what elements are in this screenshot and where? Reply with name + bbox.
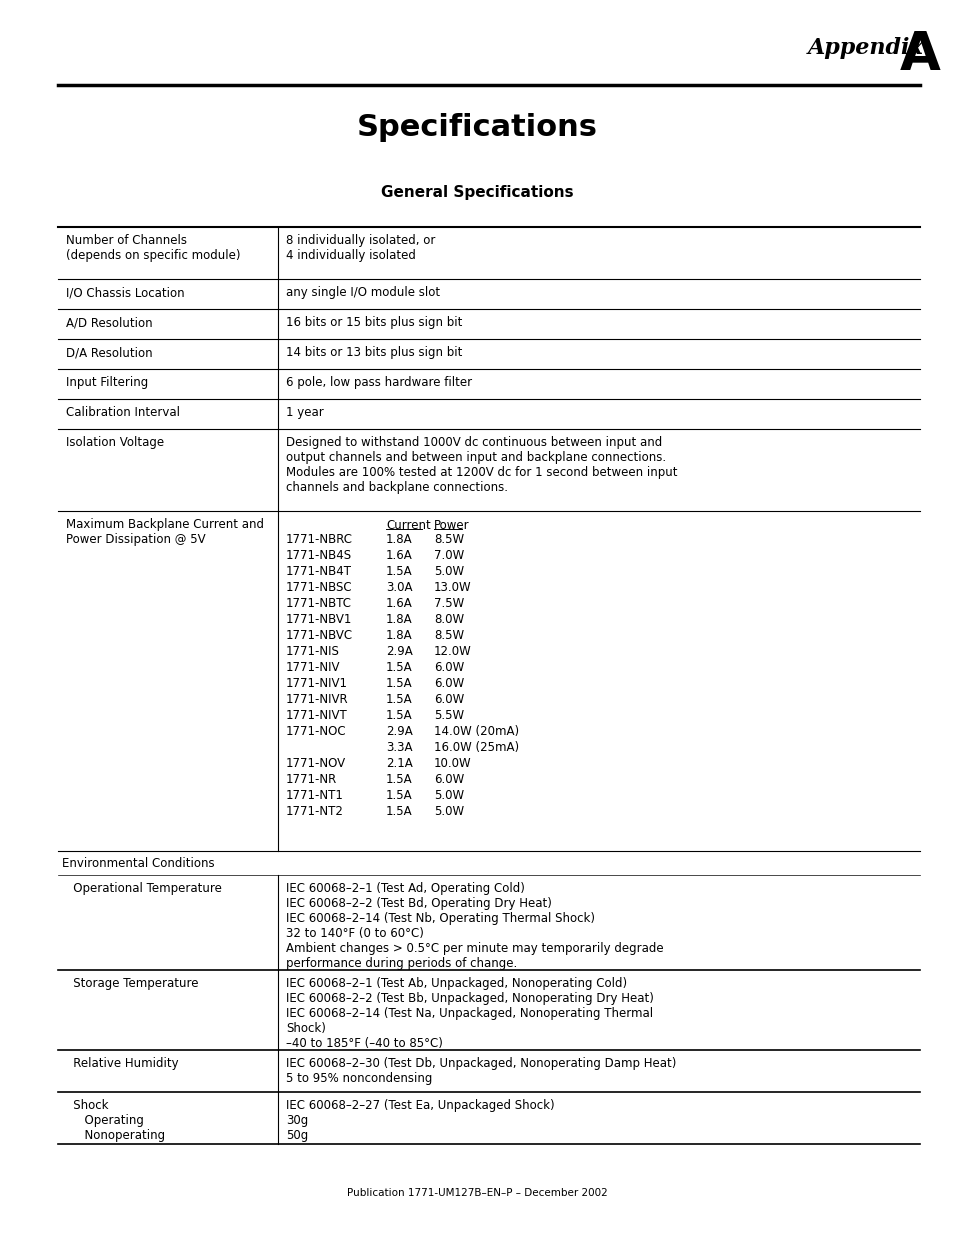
Text: Shock
      Operating
      Nonoperating: Shock Operating Nonoperating bbox=[62, 1099, 165, 1142]
Text: IEC 60068–2–27 (Test Ea, Unpackaged Shock)
30g
50g: IEC 60068–2–27 (Test Ea, Unpackaged Shoc… bbox=[286, 1099, 554, 1142]
Text: 1771-NBRC: 1771-NBRC bbox=[286, 534, 353, 546]
Text: 6.0W: 6.0W bbox=[434, 677, 464, 690]
Text: 5.0W: 5.0W bbox=[434, 564, 464, 578]
Text: 1.5A: 1.5A bbox=[386, 661, 413, 674]
Text: Current: Current bbox=[386, 519, 431, 532]
Text: 1771-NIVT: 1771-NIVT bbox=[286, 709, 348, 722]
Text: 2.9A: 2.9A bbox=[386, 645, 413, 658]
Text: 1771-NT1: 1771-NT1 bbox=[286, 789, 343, 802]
Text: 1.6A: 1.6A bbox=[386, 597, 413, 610]
Text: Environmental Conditions: Environmental Conditions bbox=[62, 857, 214, 869]
Text: D/A Resolution: D/A Resolution bbox=[66, 346, 152, 359]
Text: 1771-NBTC: 1771-NBTC bbox=[286, 597, 352, 610]
Text: A/D Resolution: A/D Resolution bbox=[66, 316, 152, 329]
Text: 1771-NOC: 1771-NOC bbox=[286, 725, 346, 739]
Text: 1.5A: 1.5A bbox=[386, 789, 413, 802]
Text: 13.0W: 13.0W bbox=[434, 580, 471, 594]
Text: Maximum Backplane Current and
Power Dissipation @ 5V: Maximum Backplane Current and Power Diss… bbox=[66, 517, 264, 546]
Text: 1771-NR: 1771-NR bbox=[286, 773, 337, 785]
Text: 8 individually isolated, or
4 individually isolated: 8 individually isolated, or 4 individual… bbox=[286, 233, 435, 262]
Text: any single I/O module slot: any single I/O module slot bbox=[286, 287, 439, 299]
Text: 1771-NT2: 1771-NT2 bbox=[286, 805, 343, 818]
Text: 7.0W: 7.0W bbox=[434, 550, 464, 562]
Text: 1771-NIV: 1771-NIV bbox=[286, 661, 340, 674]
Text: 8.0W: 8.0W bbox=[434, 613, 464, 626]
Text: 1.8A: 1.8A bbox=[386, 534, 413, 546]
Text: Power: Power bbox=[434, 519, 469, 532]
Text: Calibration Interval: Calibration Interval bbox=[66, 406, 180, 419]
Text: 1.5A: 1.5A bbox=[386, 693, 413, 706]
Text: 6 pole, low pass hardware filter: 6 pole, low pass hardware filter bbox=[286, 375, 472, 389]
Text: 1.6A: 1.6A bbox=[386, 550, 413, 562]
Text: 5.5W: 5.5W bbox=[434, 709, 464, 722]
Text: 1.5A: 1.5A bbox=[386, 773, 413, 785]
Text: 8.5W: 8.5W bbox=[434, 629, 464, 642]
Text: 1771-NIS: 1771-NIS bbox=[286, 645, 339, 658]
Text: 1.8A: 1.8A bbox=[386, 613, 413, 626]
Text: Input Filtering: Input Filtering bbox=[66, 375, 148, 389]
Text: 1.5A: 1.5A bbox=[386, 709, 413, 722]
Text: Storage Temperature: Storage Temperature bbox=[62, 977, 198, 990]
Text: 12.0W: 12.0W bbox=[434, 645, 471, 658]
Text: 5.0W: 5.0W bbox=[434, 805, 464, 818]
Text: Designed to withstand 1000V dc continuous between input and
output channels and : Designed to withstand 1000V dc continuou… bbox=[286, 436, 677, 494]
Text: 6.0W: 6.0W bbox=[434, 693, 464, 706]
Text: 1771-NIVR: 1771-NIVR bbox=[286, 693, 348, 706]
Text: 7.5W: 7.5W bbox=[434, 597, 464, 610]
Text: 16 bits or 15 bits plus sign bit: 16 bits or 15 bits plus sign bit bbox=[286, 316, 462, 329]
Text: 1 year: 1 year bbox=[286, 406, 323, 419]
Text: I/O Chassis Location: I/O Chassis Location bbox=[66, 287, 185, 299]
Text: 8.5W: 8.5W bbox=[434, 534, 464, 546]
Text: 1771-NB4S: 1771-NB4S bbox=[286, 550, 352, 562]
Text: A: A bbox=[899, 28, 940, 82]
Text: General Specifications: General Specifications bbox=[380, 185, 573, 200]
Text: Number of Channels
(depends on specific module): Number of Channels (depends on specific … bbox=[66, 233, 240, 262]
Text: Operational Temperature: Operational Temperature bbox=[62, 882, 222, 895]
Text: 3.0A: 3.0A bbox=[386, 580, 412, 594]
Text: 1771-NBVC: 1771-NBVC bbox=[286, 629, 353, 642]
Text: 1771-NOV: 1771-NOV bbox=[286, 757, 346, 769]
Text: Appendix: Appendix bbox=[807, 37, 923, 59]
Text: 2.9A: 2.9A bbox=[386, 725, 413, 739]
Text: IEC 60068–2–1 (Test Ad, Operating Cold)
IEC 60068–2–2 (Test Bd, Operating Dry He: IEC 60068–2–1 (Test Ad, Operating Cold) … bbox=[286, 882, 663, 969]
Text: 14.0W (20mA): 14.0W (20mA) bbox=[434, 725, 518, 739]
Text: 6.0W: 6.0W bbox=[434, 773, 464, 785]
Text: 1771-NBV1: 1771-NBV1 bbox=[286, 613, 352, 626]
Text: Specifications: Specifications bbox=[356, 112, 597, 142]
Text: 1771-NIV1: 1771-NIV1 bbox=[286, 677, 348, 690]
Text: 1.5A: 1.5A bbox=[386, 677, 413, 690]
Text: IEC 60068–2–30 (Test Db, Unpackaged, Nonoperating Damp Heat)
5 to 95% noncondens: IEC 60068–2–30 (Test Db, Unpackaged, Non… bbox=[286, 1057, 676, 1086]
Text: Isolation Voltage: Isolation Voltage bbox=[66, 436, 164, 450]
Text: 1.5A: 1.5A bbox=[386, 564, 413, 578]
Text: IEC 60068–2–1 (Test Ab, Unpackaged, Nonoperating Cold)
IEC 60068–2–2 (Test Bb, U: IEC 60068–2–1 (Test Ab, Unpackaged, Nono… bbox=[286, 977, 653, 1050]
Text: 1771-NB4T: 1771-NB4T bbox=[286, 564, 352, 578]
Text: 10.0W: 10.0W bbox=[434, 757, 471, 769]
Text: 16.0W (25mA): 16.0W (25mA) bbox=[434, 741, 518, 755]
Text: 14 bits or 13 bits plus sign bit: 14 bits or 13 bits plus sign bit bbox=[286, 346, 462, 359]
Text: 1771-NBSC: 1771-NBSC bbox=[286, 580, 353, 594]
Text: Publication 1771-UM127B–EN–P – December 2002: Publication 1771-UM127B–EN–P – December … bbox=[346, 1188, 607, 1198]
Text: Relative Humidity: Relative Humidity bbox=[62, 1057, 178, 1070]
Text: 6.0W: 6.0W bbox=[434, 661, 464, 674]
Text: 2.1A: 2.1A bbox=[386, 757, 413, 769]
Text: 3.3A: 3.3A bbox=[386, 741, 412, 755]
Text: 1.5A: 1.5A bbox=[386, 805, 413, 818]
Text: 5.0W: 5.0W bbox=[434, 789, 464, 802]
Text: 1.8A: 1.8A bbox=[386, 629, 413, 642]
